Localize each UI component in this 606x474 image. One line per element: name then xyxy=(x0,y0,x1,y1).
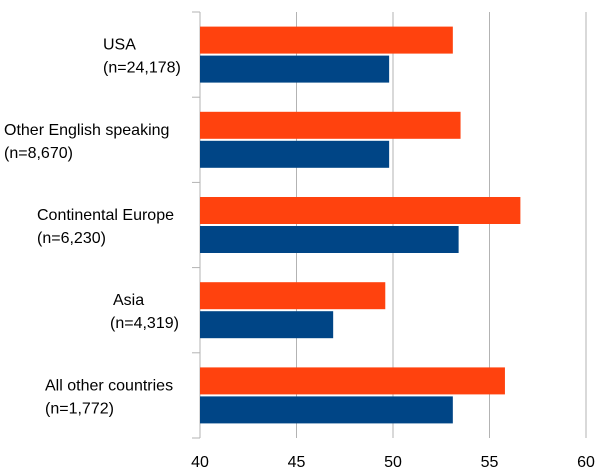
x-tick-label-45: 45 xyxy=(288,454,306,471)
category-label-3: Asia (n=4,319) xyxy=(110,292,179,332)
bar-blue-2 xyxy=(200,226,459,253)
category-labels: USA (n=24,178) Other English speaking (n=8,… xyxy=(4,37,181,418)
category-n-1: (n=8,670) xyxy=(4,145,73,162)
bar-orange-4 xyxy=(200,367,505,395)
bar-blue-1 xyxy=(200,140,390,168)
x-tick-label-40: 40 xyxy=(191,454,209,471)
category-name-4: All other countries xyxy=(45,377,173,394)
category-name-3: Asia xyxy=(113,292,144,309)
category-n-4: (n=1,772) xyxy=(45,400,114,417)
bar-orange-2 xyxy=(200,197,521,224)
category-n-2: (n=6,230) xyxy=(37,230,106,247)
bar-orange-1 xyxy=(200,111,461,139)
category-label-2: Continental Europe (n=6,230) xyxy=(37,207,174,247)
category-name-1: Other English speaking xyxy=(4,122,169,139)
bar-blue-0 xyxy=(200,55,390,83)
bar-orange-0 xyxy=(200,26,453,54)
category-name-2: Continental Europe xyxy=(37,207,174,224)
x-tick-label-50: 50 xyxy=(384,454,402,471)
category-n-0: (n=24,178) xyxy=(103,60,181,77)
bars xyxy=(200,26,521,424)
category-name-0: USA xyxy=(103,37,136,54)
bar-orange-3 xyxy=(200,282,386,310)
gridlines xyxy=(192,11,587,439)
category-label-0: USA (n=24,178) xyxy=(103,37,181,77)
x-axis: 40 45 50 55 60 xyxy=(191,454,595,471)
x-tick-label-55: 55 xyxy=(481,454,499,471)
bar-blue-4 xyxy=(200,396,453,424)
category-n-3: (n=4,319) xyxy=(110,315,179,332)
bar-blue-3 xyxy=(200,311,334,339)
category-label-1: Other English speaking (n=8,670) xyxy=(4,122,169,162)
x-tick-label-60: 60 xyxy=(577,454,595,471)
category-label-4: All other countries (n=1,772) xyxy=(45,377,173,417)
